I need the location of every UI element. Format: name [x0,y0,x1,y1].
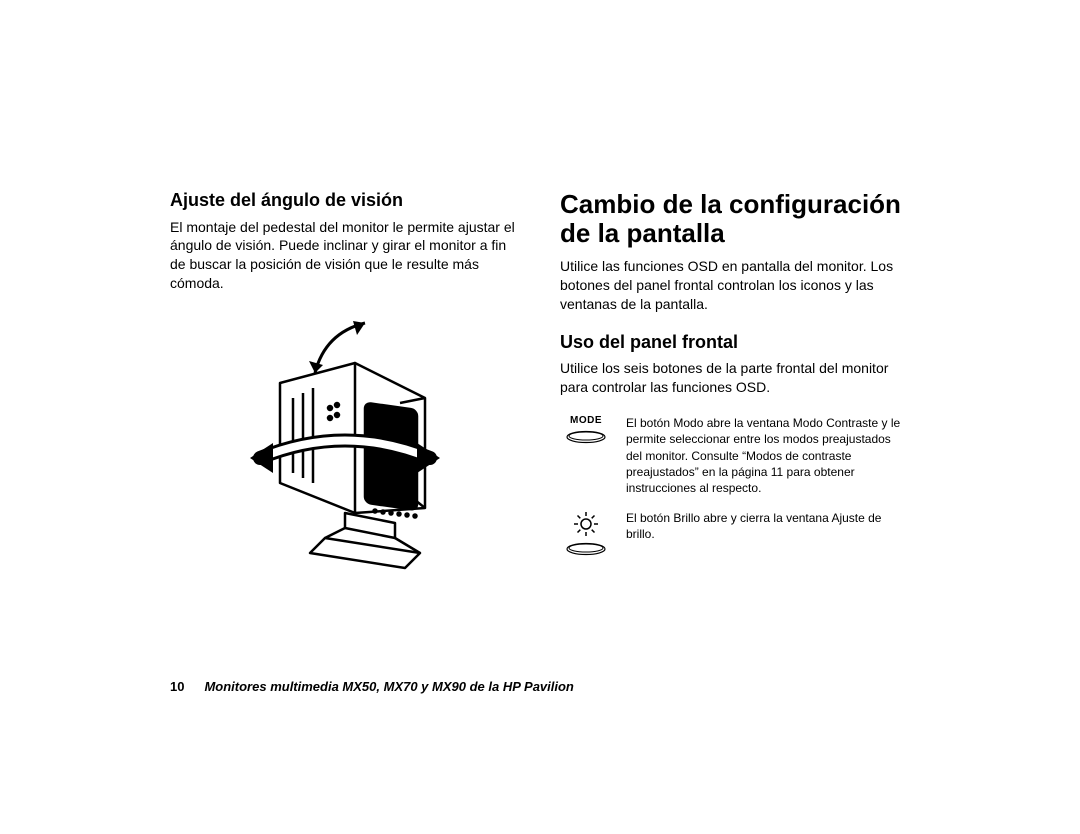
page-content: Ajuste del ángulo de visión El montaje d… [170,190,910,704]
mode-desc: El botón Modo abre la ventana Modo Contr… [626,415,910,496]
right-intro: Utilice las funciones OSD en pantalla de… [560,257,910,314]
left-column: Ajuste del ángulo de visión El montaje d… [170,190,520,704]
monitor-illustration [170,313,520,573]
mode-button-icon: MODE [560,415,612,444]
footer-title: Monitores multimedia MX50, MX70 y MX90 d… [204,679,573,694]
right-subbody: Utilice los seis botones de la parte fro… [560,359,910,397]
mode-label: MODE [570,415,602,426]
button-row-mode: MODE El botón Modo abre la ventana Modo … [560,415,910,496]
page-number: 10 [170,679,184,694]
right-column: Cambio de la configuración de la pantall… [560,190,910,704]
left-heading: Ajuste del ángulo de visión [170,190,520,212]
page-footer: 10 Monitores multimedia MX50, MX70 y MX9… [170,679,574,694]
right-title: Cambio de la configuración de la pantall… [560,190,910,247]
brightness-desc: El botón Brillo abre y cierra la ventana… [626,510,910,542]
button-row-brightness: El botón Brillo abre y cierra la ventana… [560,510,910,556]
right-subheading: Uso del panel frontal [560,332,910,354]
brightness-icon [572,510,600,538]
oval-button-icon [565,430,607,444]
oval-button-icon [565,542,607,556]
left-body: El montaje del pedestal del monitor le p… [170,218,520,294]
button-table: MODE El botón Modo abre la ventana Modo … [560,415,910,556]
brightness-button-icon [560,510,612,556]
